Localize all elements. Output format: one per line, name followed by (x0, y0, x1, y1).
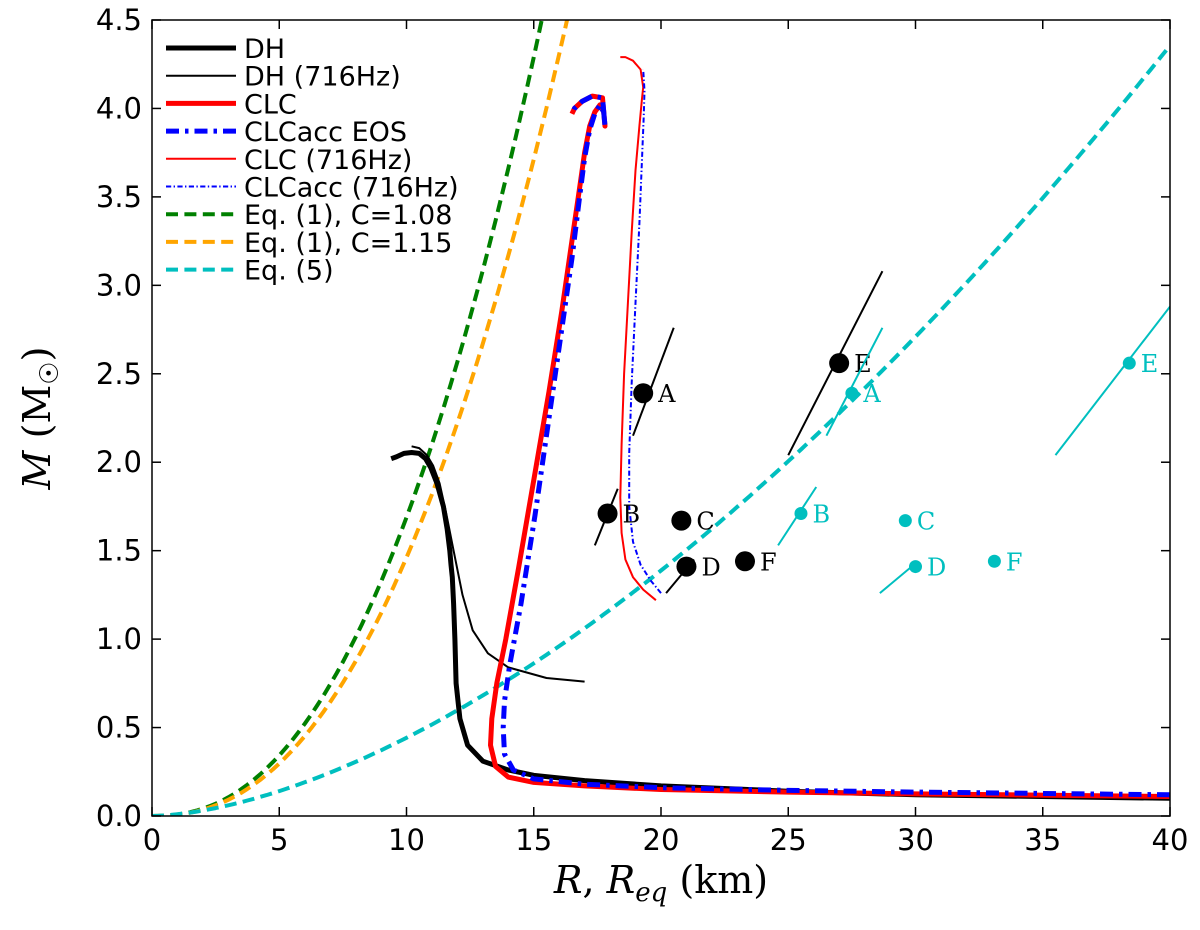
legend-label-eq-1-c-1-15: Eq. (1), C=1.15 (244, 228, 452, 259)
y-axis-title: M (M☉) (15, 347, 65, 491)
x-tick-label: 25 (770, 823, 807, 857)
cyan-point-f-marker (987, 554, 1001, 568)
legend-label-clcacc-716hz: CLCacc (716Hz) (244, 173, 459, 204)
black-point-d-marker (676, 556, 697, 577)
x-tick-label: 40 (1152, 823, 1189, 857)
x-axis-title-r: R (553, 858, 583, 902)
legend-label-eq-1-c-1-08: Eq. (1), C=1.08 (244, 200, 452, 231)
cyan-point-c-marker (898, 514, 912, 528)
cyan-point-e-segment (1054, 305, 1170, 456)
black-point-c-marker (671, 510, 692, 531)
x-tick-label: 30 (897, 823, 934, 857)
x-axis-title: R, Req (km) (553, 858, 768, 908)
x-tick-label: 0 (143, 823, 161, 857)
y-tick-label: 2.5 (96, 357, 142, 391)
y-tick-label: 3.0 (96, 268, 142, 302)
y-axis-title-sun: ☉ (35, 361, 65, 384)
legend-label-clc-716hz: CLC (716Hz) (244, 145, 412, 176)
legend-label-eq-5: Eq. (5) (244, 256, 334, 287)
black-point-e-marker (829, 353, 850, 374)
black-point-c-label: C (696, 508, 714, 536)
series-dh-716hz (411, 445, 585, 683)
y-axis-title-close: ) (15, 347, 59, 362)
x-axis-title-sub: eq (635, 878, 667, 908)
cyan-point-a-segment (825, 327, 884, 437)
cyan-point-a-marker (845, 386, 859, 400)
cyan-point-a-label: A (862, 380, 881, 408)
black-point-a-label: A (657, 380, 676, 408)
cyan-point-b-marker (794, 507, 808, 521)
cyan-point-d-marker (909, 560, 922, 574)
y-tick-label: 4.5 (96, 3, 142, 37)
series-clcacc-eos (500, 93, 1170, 798)
cyan-point-c-label: C (917, 508, 935, 536)
black-point-b-label: B (623, 501, 641, 529)
cyan-point-e-marker (1122, 356, 1136, 370)
cyan-point-b-label: B (812, 501, 830, 529)
black-point-b-marker (597, 503, 618, 524)
y-tick-label: 3.5 (96, 180, 142, 214)
x-axis-title-sep: , (583, 858, 607, 902)
y-tick-label: 1.0 (96, 622, 142, 656)
cyan-point-d-label: D (927, 554, 946, 582)
y-axis-title-unit: (M (15, 385, 59, 451)
series-eq-5 (152, 44, 1170, 816)
x-axis-title-unit: (km) (667, 858, 768, 902)
series-clc-716hz (619, 56, 657, 601)
legend-label-clc: CLC (244, 89, 297, 120)
plot-background (152, 20, 1170, 816)
series-eq-1-c-1-15 (152, 20, 570, 816)
x-tick-label: 10 (388, 823, 425, 857)
series-clcacc-716hz (628, 69, 662, 594)
cyan-point-f-label: F (1006, 548, 1023, 576)
legend-label-dh: DH (244, 34, 285, 65)
y-tick-label: 4.0 (96, 91, 142, 125)
cyan-point-e-label: E (1141, 350, 1159, 378)
y-tick-label: 0.0 (96, 799, 142, 833)
legend-label-dh-716hz: DH (716Hz) (244, 62, 401, 93)
curves-layer (152, 20, 1170, 816)
y-axis-title-m: M (15, 449, 59, 490)
y-tick-label: 2.0 (96, 445, 142, 479)
axis-ticks: 0 5 10 15 20 25 30 35 40 0.0 0.5 1.0 1.5 2.0 2.5 3.0 3.5… (96, 3, 1189, 857)
x-tick-label: 5 (270, 823, 288, 857)
points-layer: ABCDFEEABCDF (593, 270, 1170, 594)
legend-label-clcacc-eos: CLCacc EOS (244, 117, 407, 148)
y-tick-label: 1.5 (96, 534, 142, 568)
x-tick-label: 20 (643, 823, 680, 857)
black-point-d-label: D (701, 554, 720, 582)
x-tick-label: 15 (515, 823, 552, 857)
black-point-f-marker (734, 551, 755, 572)
x-axis-title-req: R (606, 858, 636, 902)
y-tick-label: 0.5 (96, 711, 142, 745)
x-tick-label: 35 (1024, 823, 1061, 857)
series-dh (390, 450, 1170, 801)
black-point-a-marker (633, 383, 654, 404)
black-point-a-segment (632, 327, 675, 437)
black-point-f-label: F (760, 548, 777, 576)
